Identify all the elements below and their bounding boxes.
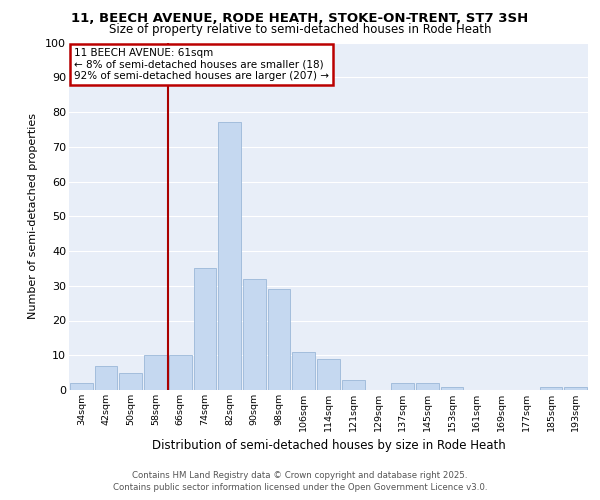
Text: 11 BEECH AVENUE: 61sqm
← 8% of semi-detached houses are smaller (18)
92% of semi: 11 BEECH AVENUE: 61sqm ← 8% of semi-deta…	[74, 48, 329, 81]
Bar	[169, 355, 191, 390]
Bar	[317, 358, 340, 390]
Bar	[95, 366, 118, 390]
Bar	[70, 383, 93, 390]
Text: Contains HM Land Registry data © Crown copyright and database right 2025.
Contai: Contains HM Land Registry data © Crown c…	[113, 471, 487, 492]
Bar	[564, 386, 587, 390]
Text: 11, BEECH AVENUE, RODE HEATH, STOKE-ON-TRENT, ST7 3SH: 11, BEECH AVENUE, RODE HEATH, STOKE-ON-T…	[71, 12, 529, 26]
Bar	[441, 386, 463, 390]
Bar	[292, 352, 315, 390]
X-axis label: Distribution of semi-detached houses by size in Rode Heath: Distribution of semi-detached houses by …	[152, 440, 505, 452]
Bar	[391, 383, 414, 390]
Bar	[416, 383, 439, 390]
Bar	[119, 372, 142, 390]
Text: Size of property relative to semi-detached houses in Rode Heath: Size of property relative to semi-detach…	[109, 22, 491, 36]
Bar	[342, 380, 365, 390]
Bar	[243, 279, 266, 390]
Bar	[268, 289, 290, 390]
Y-axis label: Number of semi-detached properties: Number of semi-detached properties	[28, 114, 38, 320]
Bar	[194, 268, 216, 390]
Bar	[218, 122, 241, 390]
Bar	[144, 355, 167, 390]
Bar	[539, 386, 562, 390]
